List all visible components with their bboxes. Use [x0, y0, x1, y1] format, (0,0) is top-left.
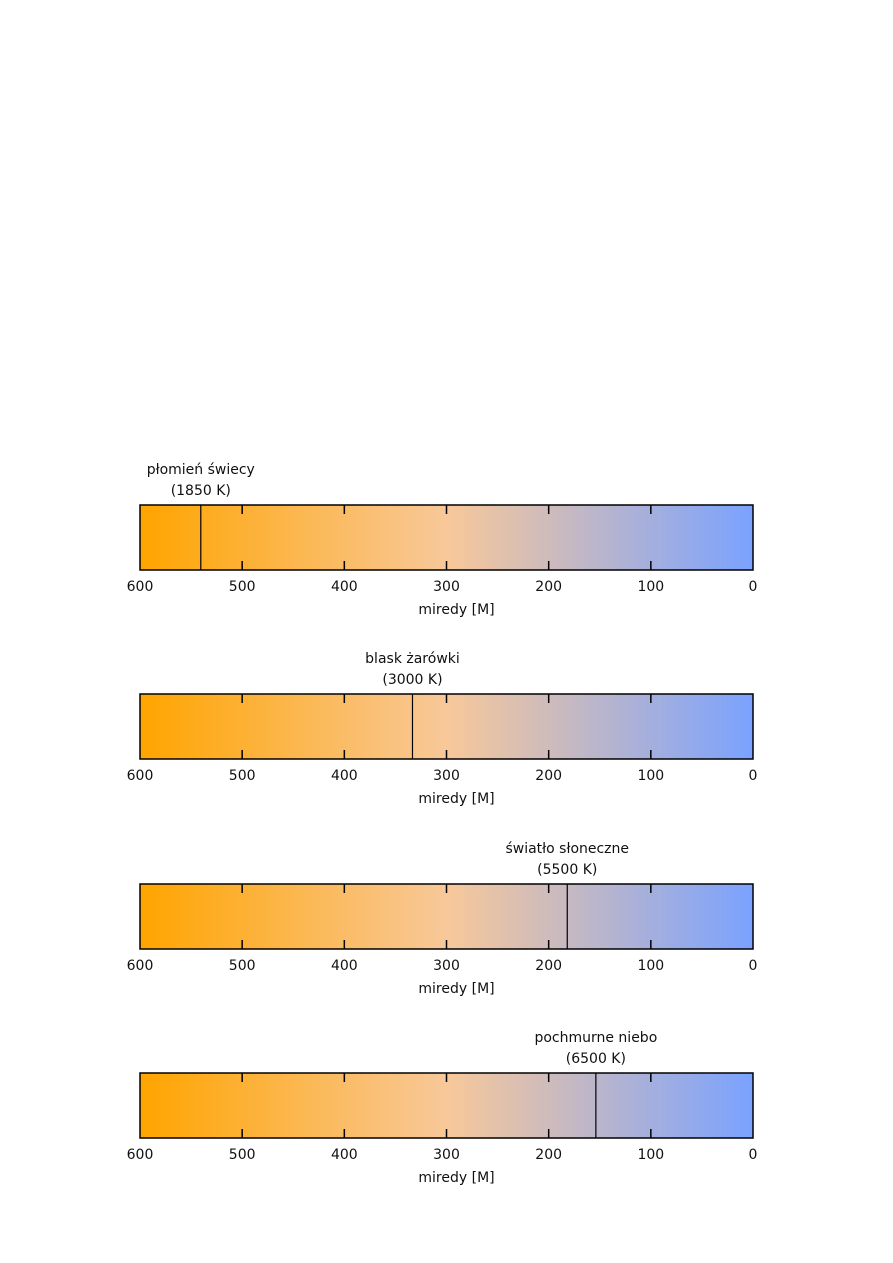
tick-label: 600 — [127, 958, 154, 974]
source-temperature-label: (1850 K) — [171, 483, 231, 499]
source-name-label: światło słoneczne — [505, 841, 629, 857]
tick-label: 300 — [433, 768, 460, 784]
axis-label: miredy [M] — [418, 1170, 494, 1186]
tick-label: 500 — [229, 958, 256, 974]
axis-label: miredy [M] — [418, 791, 494, 807]
gradient-bar — [139, 693, 754, 760]
axis-label: miredy [M] — [418, 981, 494, 997]
tick-label: 400 — [331, 768, 358, 784]
tick-label: 500 — [229, 768, 256, 784]
tick-label: 300 — [433, 958, 460, 974]
tick-label: 0 — [749, 768, 758, 784]
tick-label: 200 — [535, 768, 562, 784]
tick-label: 600 — [127, 1147, 154, 1163]
source-name-label: płomień świecy — [147, 462, 255, 478]
scale-panel: 600 500 400 300 200 100 0 miredy [M] pochmurne n… — [127, 1030, 758, 1186]
tick-label: 300 — [433, 579, 460, 595]
tick-label: 500 — [229, 579, 256, 595]
tick-label: 600 — [127, 579, 154, 595]
source-temperature-label: (3000 K) — [382, 672, 442, 688]
tick-label: 0 — [749, 958, 758, 974]
tick-label: 100 — [637, 579, 664, 595]
tick-label: 600 — [127, 768, 154, 784]
source-temperature-label: (6500 K) — [566, 1051, 626, 1067]
tick-label: 400 — [331, 1147, 358, 1163]
tick-label: 0 — [749, 579, 758, 595]
tick-label: 100 — [637, 1147, 664, 1163]
gradient-bar — [139, 883, 754, 950]
tick-label: 200 — [535, 579, 562, 595]
gradient-bar — [139, 504, 754, 571]
tick-label: 300 — [433, 1147, 460, 1163]
scale-panel: 600 500 400 300 200 100 0 miredy [M] światło sło… — [127, 841, 758, 997]
axis-label: miredy [M] — [418, 602, 494, 618]
scale-panel: 600 500 400 300 200 100 0 miredy [M] płomień świ… — [127, 462, 758, 618]
source-name-label: blask żarówki — [365, 651, 460, 667]
tick-label: 200 — [535, 958, 562, 974]
tick-label: 0 — [749, 1147, 758, 1163]
gradient-bar — [139, 1072, 754, 1139]
source-name-label: pochmurne niebo — [534, 1030, 657, 1046]
tick-label: 100 — [637, 958, 664, 974]
source-temperature-label: (5500 K) — [537, 862, 597, 878]
tick-label: 400 — [331, 579, 358, 595]
tick-label: 100 — [637, 768, 664, 784]
scale-panel: 600 500 400 300 200 100 0 miredy [M] blask żarów… — [127, 651, 758, 807]
tick-label: 400 — [331, 958, 358, 974]
tick-label: 500 — [229, 1147, 256, 1163]
tick-label: 200 — [535, 1147, 562, 1163]
